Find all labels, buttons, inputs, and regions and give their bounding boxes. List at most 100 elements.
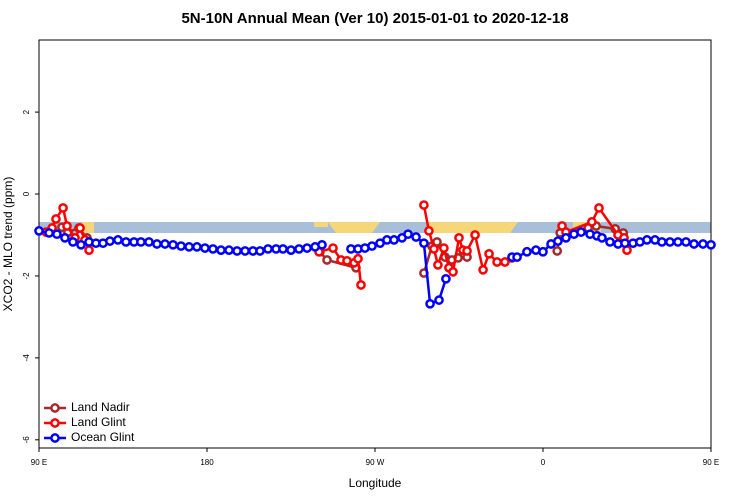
point xyxy=(58,203,68,213)
y-tick-label: 2 xyxy=(22,109,31,114)
legend-label: Land Glint xyxy=(71,415,126,429)
point xyxy=(389,235,399,245)
point xyxy=(419,200,429,210)
point xyxy=(216,245,226,255)
point xyxy=(681,237,691,247)
point xyxy=(353,253,363,264)
x-tick-label: 90 W xyxy=(366,458,385,467)
point xyxy=(136,237,146,247)
point xyxy=(44,228,54,238)
point xyxy=(576,227,586,237)
point xyxy=(278,244,288,254)
series xyxy=(34,226,716,309)
point xyxy=(255,246,265,256)
y-tick-label: -6 xyxy=(22,436,31,444)
point xyxy=(240,246,250,256)
point xyxy=(500,257,510,267)
point xyxy=(263,244,273,254)
point xyxy=(522,246,532,257)
point xyxy=(232,246,242,256)
x-tick-label: 90 E xyxy=(31,458,47,467)
point xyxy=(113,235,123,245)
point xyxy=(665,237,675,247)
point xyxy=(121,237,131,247)
point xyxy=(454,233,464,243)
point xyxy=(144,237,154,247)
point xyxy=(642,235,652,245)
point xyxy=(441,273,451,284)
point xyxy=(419,238,429,249)
point xyxy=(322,255,332,265)
y-tick-label: -4 xyxy=(22,354,31,362)
point xyxy=(433,260,443,270)
point xyxy=(403,229,413,240)
y-axis-title: XCO2 - MLO trend (ppm) xyxy=(1,177,15,312)
series xyxy=(41,200,632,290)
land-strip xyxy=(314,222,328,227)
point xyxy=(698,239,708,249)
point xyxy=(184,242,194,252)
point xyxy=(411,232,421,242)
point xyxy=(434,295,444,305)
x-tick-label: 90 E xyxy=(703,458,719,467)
point xyxy=(689,239,699,249)
point xyxy=(52,229,62,240)
point xyxy=(448,267,458,277)
point xyxy=(294,244,304,254)
point xyxy=(538,246,548,257)
point xyxy=(425,298,435,309)
point xyxy=(597,233,607,243)
point xyxy=(192,242,202,252)
point xyxy=(328,243,338,253)
point xyxy=(587,217,597,227)
point xyxy=(302,243,312,253)
point xyxy=(62,221,72,231)
point xyxy=(492,257,502,267)
point xyxy=(478,264,488,275)
point xyxy=(51,214,61,224)
x-axis-title: Longitude xyxy=(349,476,402,490)
point xyxy=(552,246,563,256)
point xyxy=(620,238,630,249)
point xyxy=(34,226,44,236)
point xyxy=(208,244,218,254)
point xyxy=(152,239,162,249)
point xyxy=(594,203,604,213)
point xyxy=(286,245,296,255)
legend-marker xyxy=(50,403,60,413)
point xyxy=(168,239,178,250)
point xyxy=(160,239,170,249)
y-tick-label: -2 xyxy=(22,272,31,280)
land-strip xyxy=(82,222,94,233)
point xyxy=(706,239,716,250)
point xyxy=(439,243,449,253)
point xyxy=(605,237,615,247)
point xyxy=(424,226,434,236)
y-tick-label: 0 xyxy=(22,191,31,196)
land-strip xyxy=(426,222,518,233)
point xyxy=(84,245,94,255)
point xyxy=(317,239,327,250)
point xyxy=(200,243,210,253)
land-strip xyxy=(328,222,380,233)
point xyxy=(657,237,667,247)
point xyxy=(68,237,78,247)
point xyxy=(176,241,186,251)
x-tick-label: 180 xyxy=(200,458,214,467)
point xyxy=(462,246,472,256)
point xyxy=(553,236,563,246)
legend-marker xyxy=(50,418,60,428)
legend-marker xyxy=(50,433,60,443)
point xyxy=(224,245,234,255)
legend-label: Ocean Glint xyxy=(71,430,135,444)
point xyxy=(367,241,377,251)
point xyxy=(76,239,86,250)
chart-title: 5N-10N Annual Mean (Ver 10) 2015-01-01 t… xyxy=(181,10,568,27)
point xyxy=(673,237,683,247)
point xyxy=(429,244,439,254)
point xyxy=(484,248,494,259)
point xyxy=(470,230,480,240)
point xyxy=(356,280,366,290)
